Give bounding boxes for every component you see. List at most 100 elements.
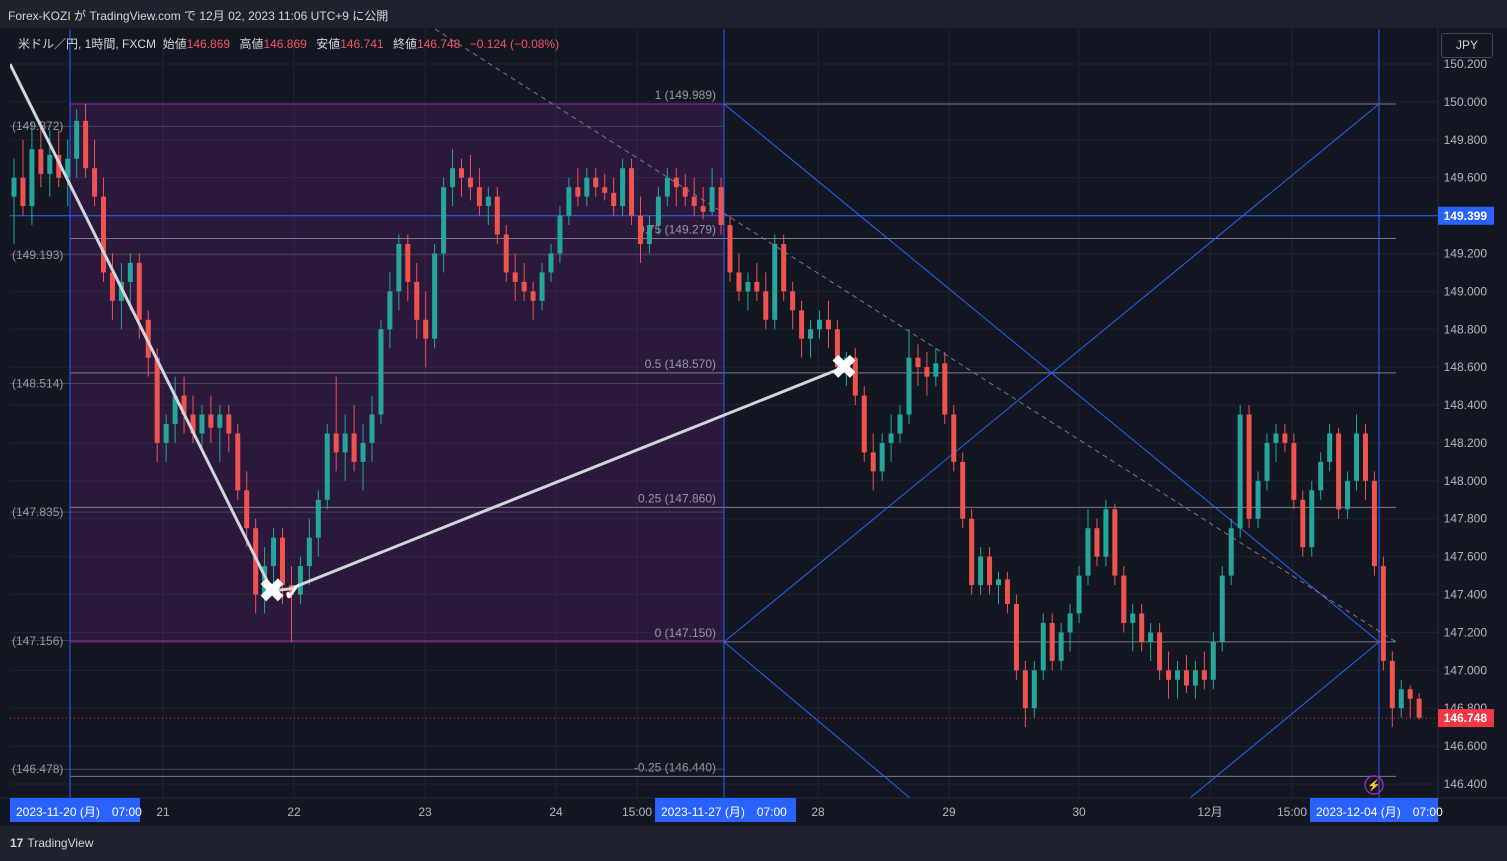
- candle-body: [485, 196, 491, 207]
- candle-body: [575, 187, 581, 197]
- footer-bar: 17 TradingView: [0, 826, 1507, 861]
- gann-fan-lines[interactable]: [10, 29, 1438, 798]
- candle-body: [566, 187, 572, 216]
- candle: [1183, 655, 1189, 694]
- gann-lower-diagonal-up[interactable]: [1189, 641, 1380, 798]
- candle-body: [754, 281, 760, 292]
- candle-body: [476, 187, 482, 207]
- candle-body: [808, 329, 814, 339]
- candle-body: [378, 329, 384, 415]
- gann-diagonal-up[interactable]: [723, 103, 1380, 643]
- candle: [996, 571, 1001, 604]
- candle: [664, 168, 670, 207]
- candle-body: [1336, 433, 1342, 510]
- candle: [897, 405, 903, 443]
- candle: [459, 158, 464, 197]
- trend-path-line[interactable]: [10, 63, 845, 593]
- candle: [244, 471, 250, 548]
- candle: [1085, 509, 1091, 586]
- candle-body: [405, 244, 411, 282]
- dashed-trend-line[interactable]: [434, 29, 1397, 643]
- candle-body: [1121, 575, 1127, 623]
- candle-body: [65, 158, 71, 178]
- check-marker-icon[interactable]: ✓: [283, 579, 303, 606]
- candle: [297, 556, 303, 604]
- candle: [351, 405, 357, 472]
- candle: [369, 395, 375, 462]
- cross-marker-icon[interactable]: ✖: [831, 349, 858, 385]
- candle: [423, 291, 429, 368]
- candle: [682, 173, 688, 207]
- candle: [817, 310, 822, 339]
- candle: [906, 329, 912, 424]
- candle-body: [494, 196, 500, 235]
- highlighted-time-label: 2023-11-20 (月) 07:00: [16, 805, 142, 819]
- candle-body: [208, 414, 214, 428]
- symbol-label[interactable]: 米ドル／円, 1時間, FXCM: [18, 37, 157, 51]
- candle-body: [11, 177, 17, 197]
- candle-body: [843, 357, 849, 368]
- candle: [1389, 651, 1395, 728]
- candle: [969, 509, 975, 595]
- candle-body: [414, 281, 420, 320]
- alert-bolt-icon: ⚡: [1367, 779, 1381, 792]
- candle: [1273, 424, 1279, 462]
- time-tick-label: 23: [418, 805, 432, 819]
- candle: [1300, 490, 1306, 557]
- candle-body: [1380, 566, 1386, 661]
- cross-marker-icon[interactable]: ✖: [259, 573, 286, 609]
- price-axis[interactable]: 150.200150.000149.800149.600149.400149.2…: [1437, 28, 1507, 826]
- candle: [772, 234, 778, 330]
- candle-body: [996, 579, 1001, 586]
- time-axis[interactable]: 21 22 23 24 15:00 28 29 30 12月 15:00 2023-11-20 (月…: [0, 797, 1507, 826]
- candle: [1291, 433, 1297, 510]
- candle-body: [548, 253, 554, 273]
- candle-body: [1192, 670, 1198, 686]
- price-tick-label: 148.000: [1444, 474, 1488, 488]
- candle: [629, 158, 635, 226]
- fib-level-label: 0.75 (149.279): [638, 223, 716, 237]
- candle: [736, 253, 742, 301]
- candle-body: [817, 319, 822, 330]
- candle: [1148, 622, 1154, 661]
- open-value: 146.869: [186, 37, 231, 51]
- price-tick-label: 149.200: [1444, 246, 1488, 260]
- fib-level-label: 1 (149.989): [655, 88, 716, 102]
- candle: [566, 177, 572, 226]
- candle: [253, 518, 259, 614]
- candle: [271, 528, 277, 595]
- candle: [199, 405, 205, 453]
- candle: [342, 414, 348, 481]
- alert-icon[interactable]: [1364, 775, 1384, 795]
- price-tick-label: 147.600: [1444, 550, 1488, 564]
- candle-body: [584, 177, 590, 197]
- candle: [754, 262, 760, 301]
- highlighted-time-badge[interactable]: [1310, 798, 1438, 822]
- candle: [790, 281, 796, 330]
- currency-button[interactable]: JPY: [1441, 33, 1493, 58]
- candle-body: [333, 433, 339, 453]
- candle-body: [1139, 613, 1145, 642]
- candle: [1237, 405, 1243, 538]
- candle-body: [396, 244, 402, 292]
- tradingview-logo[interactable]: 17 TradingView: [10, 836, 93, 850]
- candle: [1094, 518, 1100, 567]
- candle: [1246, 405, 1252, 529]
- highlighted-time-badge[interactable]: [10, 798, 140, 822]
- candle-body: [459, 168, 464, 178]
- highlighted-time-badge[interactable]: [655, 798, 796, 822]
- time-tick-label: 22: [287, 805, 301, 819]
- candle-body: [664, 177, 670, 197]
- trend-path-drawing[interactable]: ✖✓✖: [10, 63, 858, 609]
- candle: [38, 120, 44, 188]
- candle: [602, 173, 608, 201]
- candle: [29, 120, 35, 226]
- candle-body: [673, 177, 679, 188]
- candle: [1049, 613, 1055, 671]
- candle-body: [217, 414, 223, 428]
- candle: [1380, 556, 1386, 671]
- candle-body: [351, 433, 357, 462]
- gann-lower-diagonal[interactable]: [723, 641, 911, 798]
- candle-body: [700, 206, 706, 212]
